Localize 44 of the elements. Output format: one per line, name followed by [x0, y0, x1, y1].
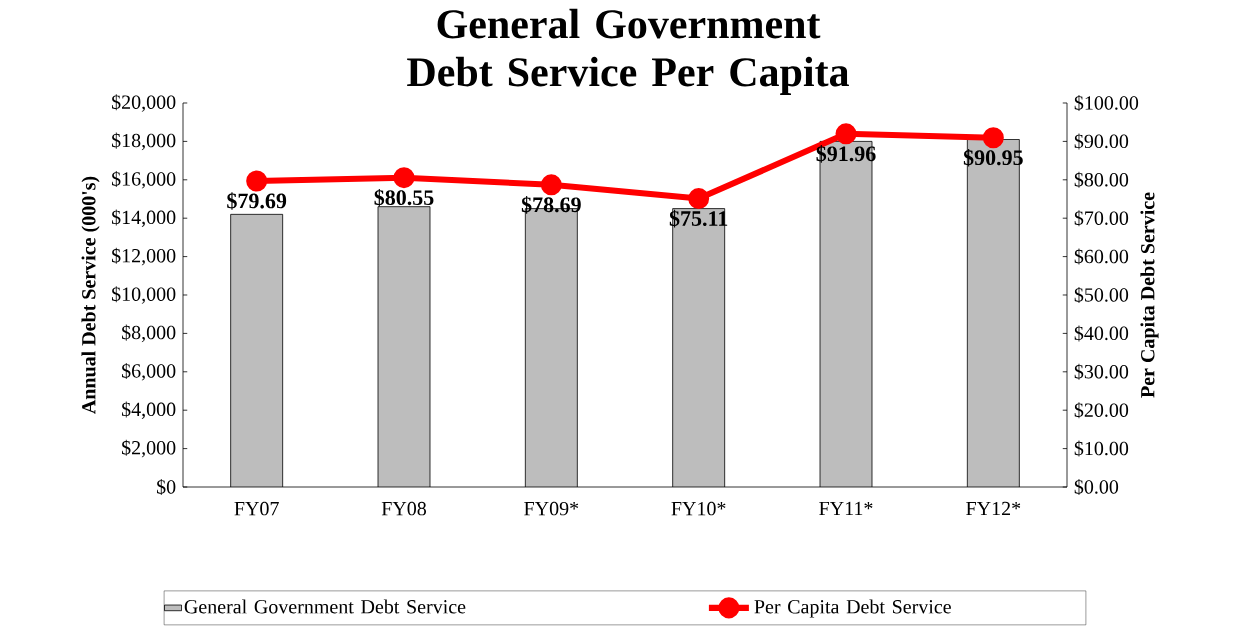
- x-tick-label: FY09*: [524, 501, 579, 516]
- y2-axis-title: Per Capita Debt Service: [1140, 192, 1159, 398]
- x-tick-label: FY11*: [819, 501, 873, 516]
- y-tick-label: $4,000: [121, 401, 176, 419]
- y-tick-label: $20,000: [111, 94, 176, 112]
- point: [835, 123, 857, 145]
- point: [982, 127, 1004, 149]
- y2-tick-label: $10.00: [1074, 440, 1129, 457]
- bar: [378, 206, 430, 487]
- point: [540, 174, 562, 196]
- y2-tick-label: $90.00: [1074, 133, 1129, 150]
- x-tick-label: FY12*: [966, 501, 1021, 516]
- bar: [230, 214, 283, 487]
- data-label: $79.69: [227, 192, 287, 210]
- x-tick-label: FY08: [381, 501, 427, 516]
- y2-tick-label: $0.00: [1074, 479, 1119, 496]
- point: [688, 188, 710, 210]
- y2-tick-label: $50.00: [1074, 286, 1129, 304]
- x-tick-label: FY07: [234, 501, 279, 516]
- y-tick-label: $8,000: [121, 324, 176, 343]
- legend-label: Per Capita Debt Service: [754, 599, 951, 618]
- legend-label: General Government Debt Service: [184, 599, 466, 614]
- y-tick-label: $18,000: [111, 132, 176, 151]
- y-tick-label: $10,000: [111, 286, 176, 304]
- x-tick-label: FY10*: [671, 501, 726, 516]
- y-axis-title: Annual Debt Service (000's): [81, 176, 100, 414]
- y2-tick-label: $70.00: [1074, 210, 1129, 227]
- y-tick-label: $14,000: [111, 209, 176, 227]
- y2-tick-label: $30.00: [1074, 363, 1129, 380]
- y2-tick-label: $20.00: [1074, 402, 1129, 419]
- y2-tick-label: $40.00: [1074, 325, 1129, 342]
- y-tick-label: $0: [156, 478, 176, 496]
- y2-tick-label: $80.00: [1074, 171, 1129, 188]
- chart-title: General Government Debt Service Per Capita: [407, 8, 849, 95]
- y-tick-label: $12,000: [111, 247, 176, 266]
- y-tick-label: $6,000: [121, 363, 176, 381]
- y2-tick-label: $60.00: [1074, 248, 1129, 265]
- point: [393, 167, 415, 189]
- y-tick-label: $16,000: [111, 171, 176, 189]
- data-label: $91.96: [816, 145, 876, 163]
- y-tick-label: $2,000: [121, 439, 176, 458]
- data-label: $80.55: [374, 188, 434, 207]
- point: [246, 170, 268, 192]
- y2-tick-label: $100.00: [1074, 94, 1139, 112]
